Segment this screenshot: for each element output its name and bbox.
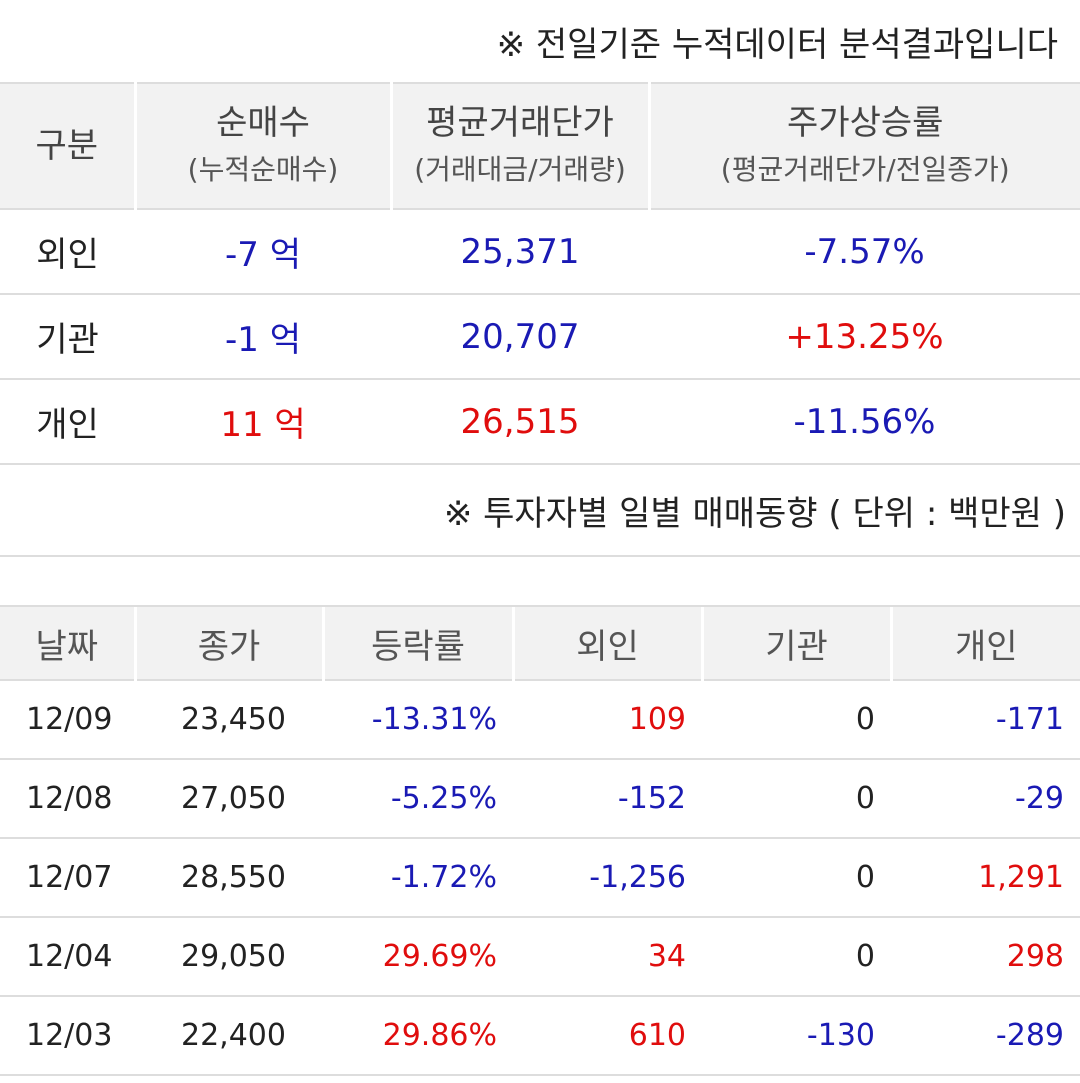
close-cell: 29,050 xyxy=(135,917,323,997)
change-cell: -5.25% xyxy=(323,759,513,839)
individual-cell: -289 xyxy=(891,996,1080,1076)
summary-header-avg-price: 평균거래단가 (거래대금/거래량) xyxy=(389,83,649,210)
date-cell: 12/09 xyxy=(0,680,135,760)
summary-header-row: 구분 순매수 (누적순매수) 평균거래단가 (거래대금/거래량) 주가상승률 (… xyxy=(0,83,1080,210)
foreign-cell: 34 xyxy=(513,917,702,997)
individual-cell: 1,291 xyxy=(891,838,1080,918)
header-close: 종가 xyxy=(133,607,323,681)
rate-value: -11.56% xyxy=(649,379,1080,465)
section-divider xyxy=(0,557,1080,607)
change-cell: -1.72% xyxy=(323,838,513,918)
institution-cell: 0 xyxy=(702,838,891,918)
daily-trading-table: 날짜 종가 등락률 외인 기관 개인 12/09 23,450 -13.31% … xyxy=(0,607,1080,1076)
header-individual: 개인 xyxy=(889,607,1080,681)
change-cell: 29.86% xyxy=(323,996,513,1076)
change-cell: -13.31% xyxy=(323,680,513,760)
institution-cell: 0 xyxy=(702,680,891,760)
avg-price-value: 25,371 xyxy=(391,209,649,295)
close-cell: 22,400 xyxy=(135,996,323,1076)
table-row: 12/04 29,050 29.69% 34 0 298 xyxy=(0,917,1080,997)
foreign-cell: 109 xyxy=(513,680,702,760)
summary-note: ※ 전일기준 누적데이터 분석결과입니다 xyxy=(496,24,1058,65)
individual-cell: -171 xyxy=(891,680,1080,760)
institution-cell: 0 xyxy=(702,759,891,839)
net-buy-value: -1 억 xyxy=(135,294,391,380)
summary-table: 구분 순매수 (누적순매수) 평균거래단가 (거래대금/거래량) 주가상승률 (… xyxy=(0,82,1080,465)
close-cell: 28,550 xyxy=(135,838,323,918)
daily-header-row: 날짜 종가 등락률 외인 기관 개인 xyxy=(0,607,1080,681)
summary-header-rate: 주가상승률 (평균거래단가/전일종가) xyxy=(647,83,1080,210)
summary-row-institution: 기관 -1 억 20,707 +13.25% xyxy=(0,294,1080,380)
investor-label: 개인 xyxy=(0,379,135,465)
summary-header-net-buy: 순매수 (누적순매수) xyxy=(133,83,391,210)
summary-row-individual: 개인 11 억 26,515 -11.56% xyxy=(0,379,1080,465)
table-row: 12/08 27,050 -5.25% -152 0 -29 xyxy=(0,759,1080,839)
avg-price-value: 26,515 xyxy=(391,379,649,465)
header-date: 날짜 xyxy=(0,607,135,681)
header-institution: 기관 xyxy=(700,607,891,681)
date-cell: 12/04 xyxy=(0,917,135,997)
table-row: 12/07 28,550 -1.72% -1,256 0 1,291 xyxy=(0,838,1080,918)
avg-price-value: 20,707 xyxy=(391,294,649,380)
rate-value: -7.57% xyxy=(649,209,1080,295)
close-cell: 23,450 xyxy=(135,680,323,760)
date-cell: 12/03 xyxy=(0,996,135,1076)
foreign-cell: -1,256 xyxy=(513,838,702,918)
close-cell: 27,050 xyxy=(135,759,323,839)
net-buy-value: -7 억 xyxy=(135,209,391,295)
institution-cell: 0 xyxy=(702,917,891,997)
foreign-cell: -152 xyxy=(513,759,702,839)
change-cell: 29.69% xyxy=(323,917,513,997)
net-buy-value: 11 억 xyxy=(135,379,391,465)
header-foreign: 외인 xyxy=(511,607,702,681)
investor-label: 외인 xyxy=(0,209,135,295)
table-row: 12/09 23,450 -13.31% 109 0 -171 xyxy=(0,680,1080,760)
table-row: 12/03 22,400 29.86% 610 -130 -289 xyxy=(0,996,1080,1076)
individual-cell: 298 xyxy=(891,917,1080,997)
rate-value: +13.25% xyxy=(649,294,1080,380)
date-cell: 12/07 xyxy=(0,838,135,918)
foreign-cell: 610 xyxy=(513,996,702,1076)
date-cell: 12/08 xyxy=(0,759,135,839)
summary-row-foreign: 외인 -7 억 25,371 -7.57% xyxy=(0,209,1080,295)
individual-cell: -29 xyxy=(891,759,1080,839)
investor-label: 기관 xyxy=(0,294,135,380)
daily-note: ※ 투자자별 일별 매매동향 ( 단위 : 백만원 ) xyxy=(0,465,1080,557)
summary-header-category: 구분 xyxy=(0,83,135,210)
institution-cell: -130 xyxy=(702,996,891,1076)
header-change: 등락률 xyxy=(321,607,513,681)
